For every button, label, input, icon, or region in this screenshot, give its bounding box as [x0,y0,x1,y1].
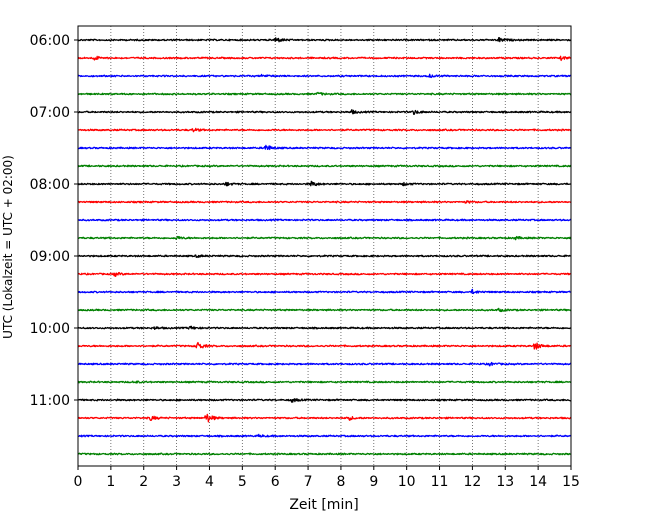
x-tick-label: 12 [463,474,481,490]
trace-0945 [77,307,572,313]
x-tick-label: 5 [238,474,247,490]
x-tick-label: 9 [369,474,378,490]
y-axis-label: UTC (Lokalzeit = UTC + 02:00) [1,155,15,339]
trace-0845 [77,235,572,241]
y-tick-label: 07:00 [30,105,70,121]
trace-0745 [77,164,572,168]
y-tick-label: 09:00 [30,249,70,265]
trace-0800 [77,180,572,187]
x-tick-label: 6 [271,474,280,490]
x-tick-label: 0 [74,474,83,490]
trace-1130 [77,433,572,438]
x-tick-label: 10 [398,474,416,490]
grid-lines [110,26,539,466]
trace-1000 [77,325,572,330]
trace-1115 [77,413,572,423]
x-tick-label: 11 [431,474,449,490]
y-tick-label: 08:00 [30,177,70,193]
trace-0600 [77,36,572,43]
trace-1045 [77,380,572,384]
x-tick-label: 8 [336,474,345,490]
x-tick-label: 1 [106,474,115,490]
x-tick-label: 13 [496,474,514,490]
trace-group [77,36,572,456]
trace-0700 [77,109,572,115]
trace-0830 [77,218,572,222]
trace-0630 [77,73,572,79]
trace-1100 [77,398,572,403]
trace-0715 [77,127,572,133]
x-tick-label: 4 [205,474,214,490]
x-axis: 0 1 2 3 4 5 6 7 8 9 10 11 12 13 14 15 [74,466,580,490]
trace-0815 [77,200,572,204]
plot-frame [77,25,572,467]
trace-1030 [77,361,572,367]
trace-1015 [77,341,572,350]
trace-0915 [77,271,572,277]
trace-0730 [77,144,572,151]
x-tick-label: 2 [139,474,148,490]
x-tick-label: 15 [562,474,580,490]
x-tick-label: 7 [304,474,313,490]
y-tick-label: 11:00 [30,393,70,409]
y-tick-label: 06:00 [30,33,70,49]
trace-1145 [77,452,572,456]
x-tick-label: 3 [172,474,181,490]
y-tick-label: 10:00 [30,321,70,337]
x-axis-label: Zeit [min] [289,497,358,513]
trace-0900 [77,254,572,259]
y-axis: 06:00 07:00 08:00 09:00 10:00 11:00 [30,33,78,409]
x-tick-label: 14 [529,474,547,490]
trace-0615 [77,55,572,62]
trace-0645 [77,91,572,96]
trace-0930 [77,288,572,295]
